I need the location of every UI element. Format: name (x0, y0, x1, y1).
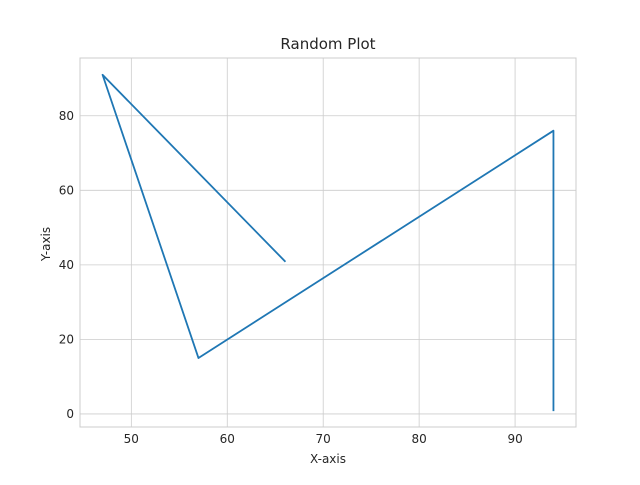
x-tick-label: 50 (124, 432, 139, 446)
x-tick-label: 80 (412, 432, 427, 446)
x-tick-labels: 50 60 70 80 90 (124, 432, 523, 446)
y-tick-label: 60 (59, 183, 74, 197)
chart-title: Random Plot (280, 35, 375, 53)
y-gridlines (80, 115, 576, 415)
y-tick-label: 20 (59, 332, 74, 346)
x-tick-label: 60 (220, 432, 235, 446)
x-tick-label: 90 (507, 432, 522, 446)
y-tick-label: 40 (59, 258, 74, 272)
y-tick-label: 80 (59, 109, 74, 123)
series-layer (101, 73, 555, 412)
x-gridlines (130, 58, 516, 427)
x-axis-label: X-axis (310, 452, 346, 466)
plot-area-frame (79, 57, 577, 428)
y-axis-label: Y-axis (39, 227, 53, 262)
series-line (101, 73, 555, 412)
y-tick-labels: 0 20 40 60 80 (59, 109, 74, 421)
y-tick-label: 0 (66, 407, 74, 421)
x-tick-label: 70 (316, 432, 331, 446)
